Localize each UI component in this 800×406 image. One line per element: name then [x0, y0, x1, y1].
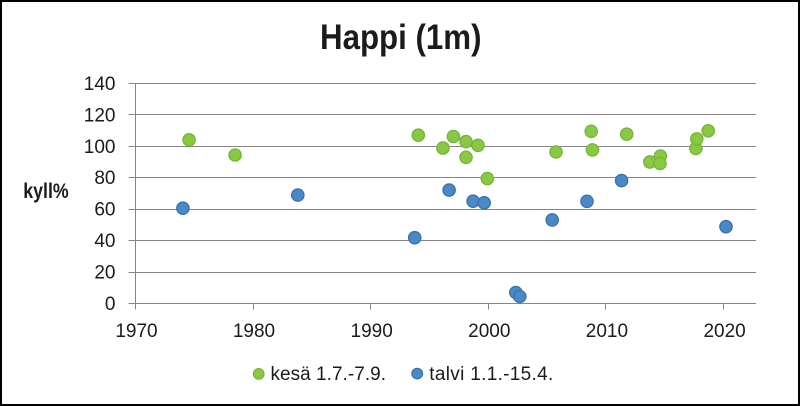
- svg-text:2000: 2000: [468, 321, 510, 342]
- svg-text:Happi (1m): Happi (1m): [320, 18, 482, 57]
- svg-text:120: 120: [84, 105, 116, 126]
- svg-text:2010: 2010: [586, 321, 628, 342]
- svg-text:20: 20: [94, 263, 115, 284]
- svg-text:kesä 1.7.-7.9.: kesä 1.7.-7.9.: [271, 364, 387, 385]
- svg-text:60: 60: [94, 200, 115, 221]
- svg-text:talvi 1.1.-15.4.: talvi 1.1.-15.4.: [429, 364, 553, 385]
- svg-text:2020: 2020: [703, 321, 745, 342]
- svg-text:0: 0: [105, 294, 116, 315]
- svg-text:1990: 1990: [351, 321, 393, 342]
- svg-text:100: 100: [84, 137, 116, 158]
- svg-text:kyll%: kyll%: [23, 180, 69, 203]
- svg-text:40: 40: [94, 231, 115, 252]
- svg-text:80: 80: [94, 168, 115, 189]
- svg-text:1980: 1980: [233, 321, 275, 342]
- svg-text:1970: 1970: [115, 321, 157, 342]
- svg-text:140: 140: [84, 74, 116, 95]
